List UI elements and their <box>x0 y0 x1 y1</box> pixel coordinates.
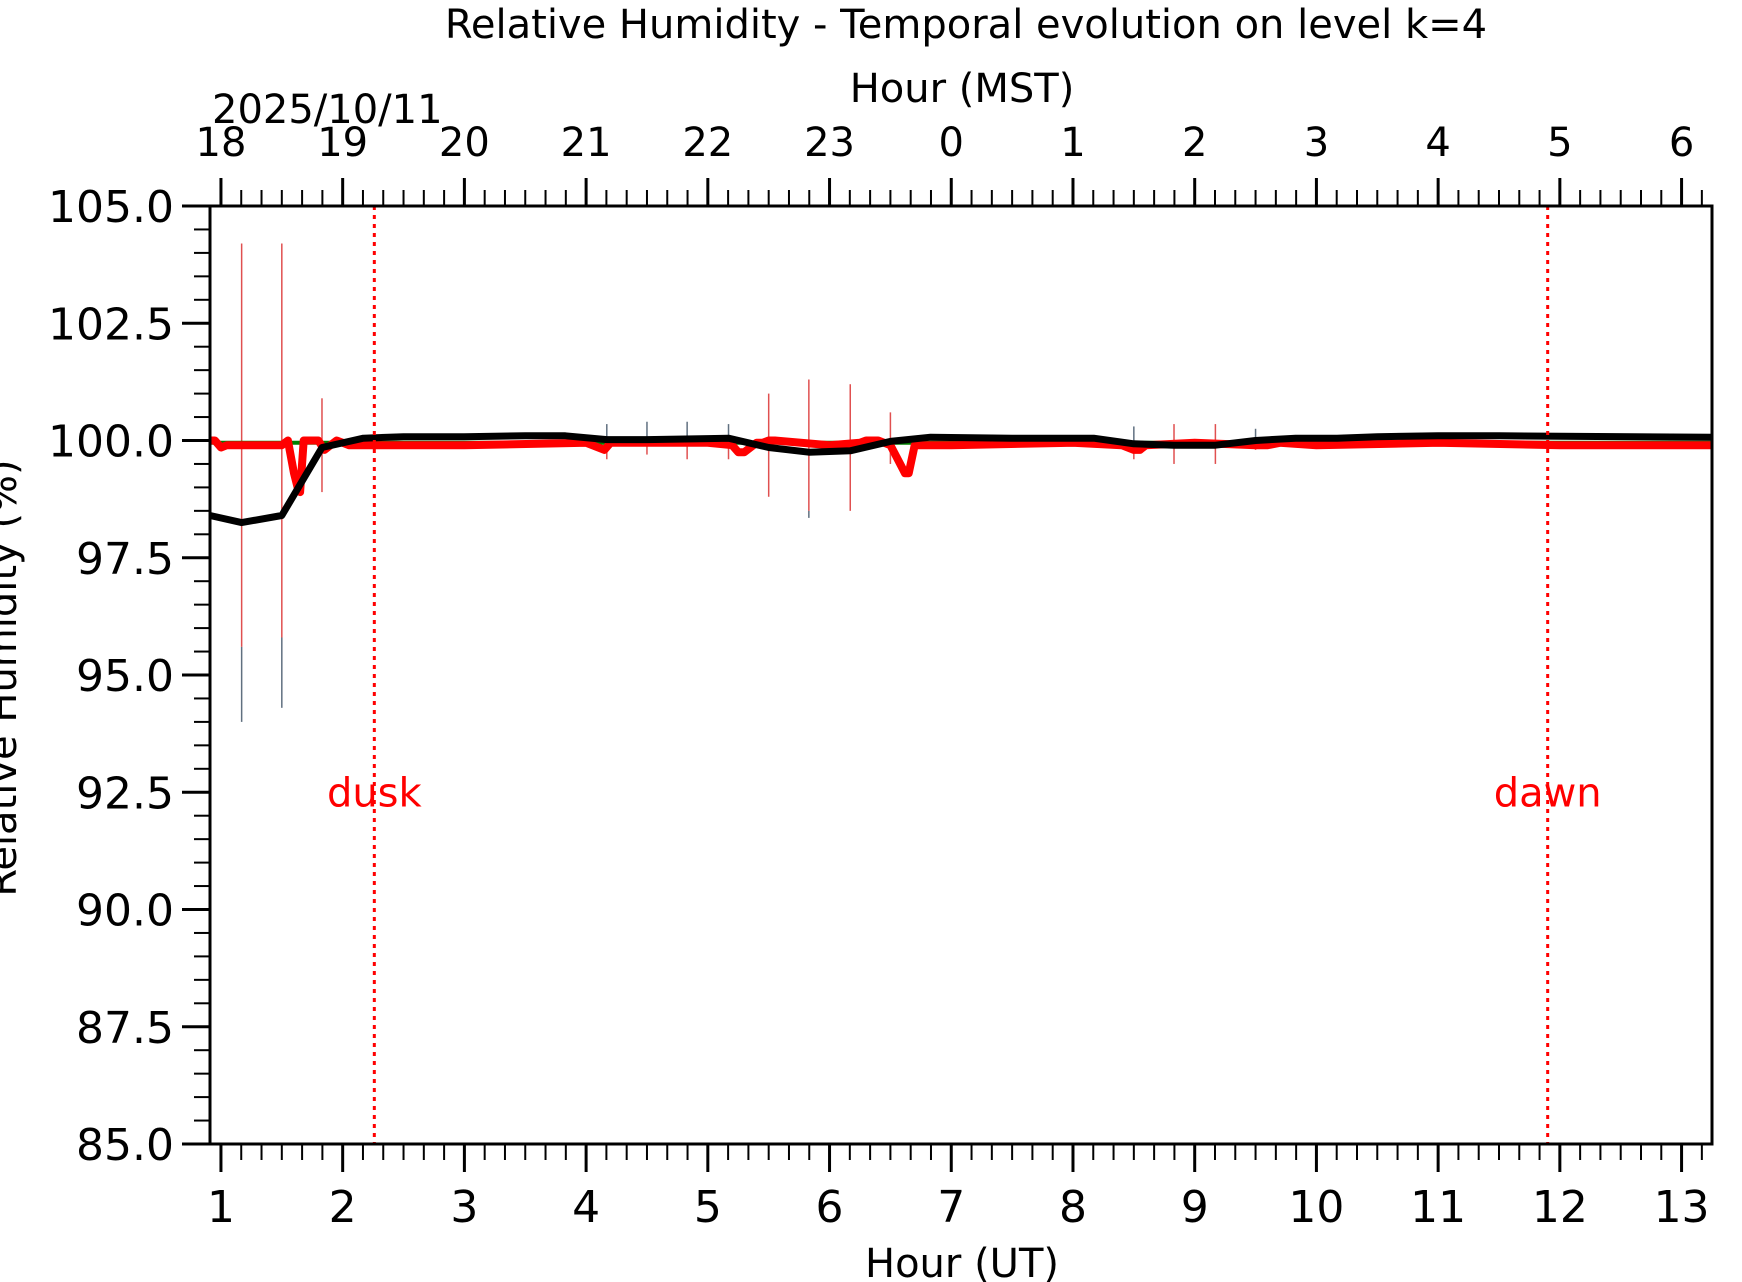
y-tick-label: 85.0 <box>76 1120 174 1171</box>
x-tick-label: 10 <box>1288 1182 1344 1233</box>
top-x-tick-label: 6 <box>1669 120 1694 166</box>
top-x-tick-label: 3 <box>1304 120 1329 166</box>
chart-title: Relative Humidity - Temporal evolution o… <box>445 2 1487 48</box>
top-x-tick-label: 18 <box>196 120 247 166</box>
top-x-axis-label: Hour (MST) <box>850 66 1075 112</box>
series-black-line <box>209 432 1713 527</box>
y-tick-label: 100.0 <box>48 417 174 468</box>
x-tick-label: 13 <box>1654 1182 1710 1233</box>
dawn-label: dawn <box>1494 770 1602 816</box>
top-x-tick-label: 21 <box>561 120 612 166</box>
top-x-tick-label: 22 <box>682 120 733 166</box>
y-tick-label: 87.5 <box>76 1003 174 1054</box>
top-x-tick-label: 0 <box>939 120 964 166</box>
x-tick-label: 5 <box>694 1182 722 1233</box>
top-x-tick-label: 5 <box>1547 120 1572 166</box>
events-layer: dusk dawn <box>327 206 1602 1144</box>
x-axis-label: Hour (UT) <box>865 1241 1059 1282</box>
x-tick-label: 9 <box>1181 1182 1209 1233</box>
top-x-tick-label: 4 <box>1425 120 1450 166</box>
date-label: 2025/10/11 <box>212 87 443 133</box>
top-x-tick-label: 1 <box>1060 120 1085 166</box>
dusk-label: dusk <box>327 770 423 816</box>
y-tick-label: 92.5 <box>76 768 174 819</box>
x-tick-label: 7 <box>937 1182 965 1233</box>
y-tick-label: 97.5 <box>76 534 174 585</box>
x-tick-label: 1 <box>207 1182 235 1233</box>
x-tick-label: 6 <box>816 1182 844 1233</box>
x-tick-label: 12 <box>1532 1182 1588 1233</box>
series-layer <box>209 432 1713 527</box>
x-tick-label: 4 <box>572 1182 600 1233</box>
top-x-tick-label: 23 <box>804 120 855 166</box>
top-x-tick-label: 19 <box>317 120 368 166</box>
x-tick-label: 2 <box>329 1182 357 1233</box>
x-tick-label: 8 <box>1059 1182 1087 1233</box>
y-tick-label: 95.0 <box>76 651 174 702</box>
y-tick-label: 105.0 <box>48 182 174 233</box>
top-x-tick-label: 20 <box>439 120 490 166</box>
y-axis-label: Relative Humidity (%) <box>0 459 26 896</box>
x-tick-label: 11 <box>1410 1182 1466 1233</box>
y-tick-label: 90.0 <box>76 886 174 937</box>
y-tick-label: 102.5 <box>48 299 174 350</box>
top-x-tick-label: 2 <box>1182 120 1207 166</box>
series-red-line <box>210 436 1712 497</box>
error-bars-layer <box>240 243 1257 722</box>
plot-frame <box>208 204 1714 1146</box>
x-tick-label: 3 <box>450 1182 478 1233</box>
